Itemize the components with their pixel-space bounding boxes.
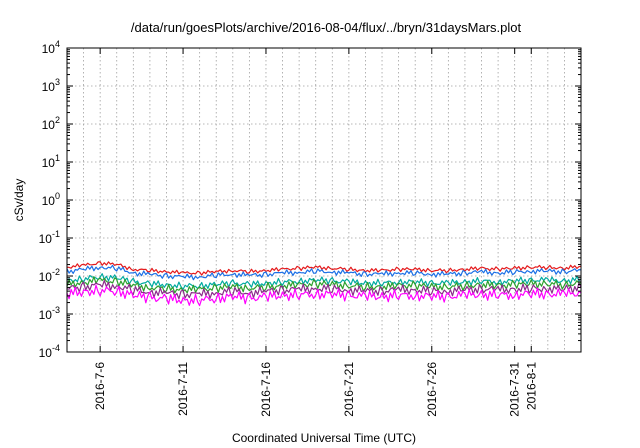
- x-tick-label: 2016-7-16: [259, 362, 273, 417]
- y-tick-label: 10-3: [39, 305, 60, 322]
- x-axis-label: Coordinated Universal Time (UTC): [232, 431, 416, 445]
- y-tick-label: 10-1: [39, 229, 60, 246]
- x-axis: 2016-7-6 2016-7-11 2016-7-16 2016-7-21 2016-…: [93, 48, 538, 417]
- x-tick-label: 2016-7-31: [508, 362, 522, 417]
- series-line: [66, 284, 582, 307]
- series-line: [66, 279, 582, 300]
- x-tick-label: 2016-7-6: [93, 362, 107, 410]
- y-tick-label: 10-2: [39, 267, 60, 284]
- y-tick-label: 104: [42, 39, 60, 56]
- x-tick-label: 2016-7-21: [342, 362, 356, 417]
- y-tick-label: 103: [42, 77, 60, 94]
- y-tick-label: 10-4: [39, 343, 60, 360]
- y-axis: 10-4 10-3 10-2 10-1 100 101 102 103 104: [39, 39, 581, 360]
- grid-lines: [67, 48, 581, 352]
- y-tick-label: 101: [42, 153, 60, 170]
- chart-title: /data/run/goesPlots/archive/2016-08-04/f…: [131, 20, 522, 35]
- x-tick-label: 2016-7-26: [425, 362, 439, 417]
- x-tick-label: 2016-7-11: [176, 362, 190, 416]
- y-tick-label: 100: [42, 191, 60, 208]
- series-line: [66, 264, 582, 281]
- y-axis-label: cSv/day: [12, 179, 26, 222]
- series-line: [66, 276, 582, 294]
- y-tick-label: 102: [42, 115, 60, 132]
- x-tick-label: 2016-8-1: [524, 362, 538, 410]
- series-line: [66, 261, 582, 276]
- series-group: [66, 261, 582, 307]
